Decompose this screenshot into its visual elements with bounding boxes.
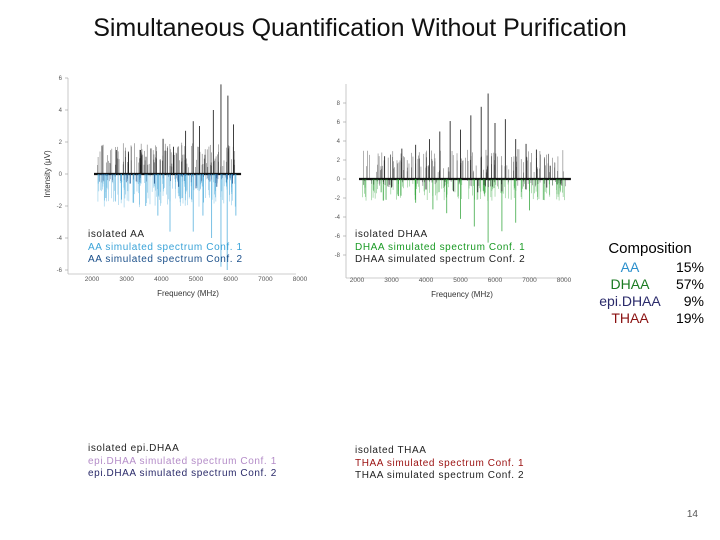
y-tick-label: 2 [337,158,341,164]
y-tick-label: 4 [337,139,341,145]
legend-dhaa-isolated: isolated DHAA [355,229,428,240]
aa-spectrum-plot: 6 4 2 0 -2 -4 -6 2000 3000 4000 5000 6000 7000 8000 Fr… [43,76,308,298]
y-tick-label: 6 [337,120,341,126]
x-tick-label: 5000 [189,276,204,283]
y-tick-label: -8 [335,253,341,259]
composition-row-dhaa: DHAA 57% [588,276,712,293]
y-tick-label: -2 [335,196,341,202]
legend-aa-conf1: AA simulated spectrum Conf. 1 [88,241,243,253]
epidhaa-legend: isolated epi.DHAA epi.DHAA simulated spe… [88,443,277,481]
legend-thaa-conf2: THAA simulated spectrum Conf. 2 [355,470,525,481]
x-axis-label: Frequency (MHz) [431,290,493,299]
dhaa-legend: isolated DHAA DHAA simulated spectrum Co… [355,229,525,267]
x-tick-label: 7000 [522,277,537,284]
dhaa-spectrum-plot: 8 6 4 2 0 -2 -4 -6 -8 2000 3000 4000 5000 6000 7000 800… [335,84,572,299]
series-isolated [97,84,236,174]
y-tick-label: 8 [337,101,341,107]
dhaa-spectrum-chart: 8 6 4 2 0 -2 -4 -6 -8 2000 3000 4000 5000 6000 7000 800… [316,78,578,306]
series-isolated [362,93,564,179]
composition-value: 57% [675,276,704,292]
legend-dhaa-conf1: DHAA simulated spectrum Conf. 1 [355,241,526,253]
y-tick-label: 2 [59,140,63,146]
x-tick-label: 6000 [488,277,503,284]
x-tick-label: 2000 [85,276,100,283]
page-number: 14 [686,509,698,520]
y-axis-label: Intensity (μV) [43,150,52,198]
x-tick-label: 3000 [384,277,399,284]
x-tick-label: 4000 [154,276,169,283]
composition-value: 19% [675,310,704,326]
series-conf1 [97,174,237,270]
y-tick-label: -6 [335,234,341,240]
slide-title: Simultaneous Quantification Without Puri… [93,14,627,42]
aa-legend: isolated AA AA simulated spectrum Conf. … [88,229,243,267]
aa-spectrum-chart: 6 4 2 0 -2 -4 -6 2000 3000 4000 5000 6000 7000 8000 Fr… [38,70,310,302]
legend-aa-conf2: AA simulated spectrum Conf. 2 [88,254,243,265]
composition-name: epi.DHAA [599,293,661,309]
composition-name: DHAA [610,276,650,292]
x-tick-label: 8000 [293,276,308,283]
composition-value: 15% [675,259,704,275]
composition-table: Composition AA 15% DHAA 57% epi.DHAA 9% … [588,240,712,327]
composition-row-thaa: THAA 19% [588,310,712,327]
x-tick-label: 2000 [350,277,365,284]
x-tick-label: 6000 [223,276,238,283]
legend-aa-isolated: isolated AA [88,229,145,240]
thaa-legend: isolated THAA THAA simulated spectrum Co… [355,445,524,483]
composition-value: 9% [683,293,704,309]
y-tick-label: 0 [59,172,63,178]
y-tick-label: 4 [59,108,63,114]
composition-name: AA [620,259,640,275]
legend-epidhaa-conf2: epi.DHAA simulated spectrum Conf. 2 [88,468,277,479]
series-conf2 [363,179,566,193]
x-tick-label: 4000 [419,277,434,284]
legend-dhaa-conf2: DHAA simulated spectrum Conf. 2 [355,254,526,265]
y-tick-label: -4 [57,236,63,242]
composition-row-epidhaa: epi.DHAA 9% [588,293,712,310]
x-axis-label: Frequency (MHz) [157,289,219,298]
composition-title: Composition [608,240,692,257]
legend-epidhaa-isolated: isolated epi.DHAA [88,443,180,454]
y-tick-label: 6 [59,76,63,82]
legend-epidhaa-conf1: epi.DHAA simulated spectrum Conf. 1 [88,455,277,467]
y-tick-label: 0 [337,177,341,183]
x-tick-label: 7000 [258,276,273,283]
x-tick-label: 8000 [557,277,572,284]
legend-thaa-isolated: isolated THAA [355,445,427,456]
y-tick-label: -2 [57,204,63,210]
x-tick-label: 3000 [119,276,134,283]
y-tick-label: -6 [57,268,63,274]
legend-thaa-conf1: THAA simulated spectrum Conf. 1 [355,457,525,469]
composition-name: THAA [611,310,649,326]
y-tick-label: -4 [335,215,341,221]
series-conf2 [99,174,234,189]
x-tick-label: 5000 [453,277,468,284]
composition-row-aa: AA 15% [588,259,712,276]
